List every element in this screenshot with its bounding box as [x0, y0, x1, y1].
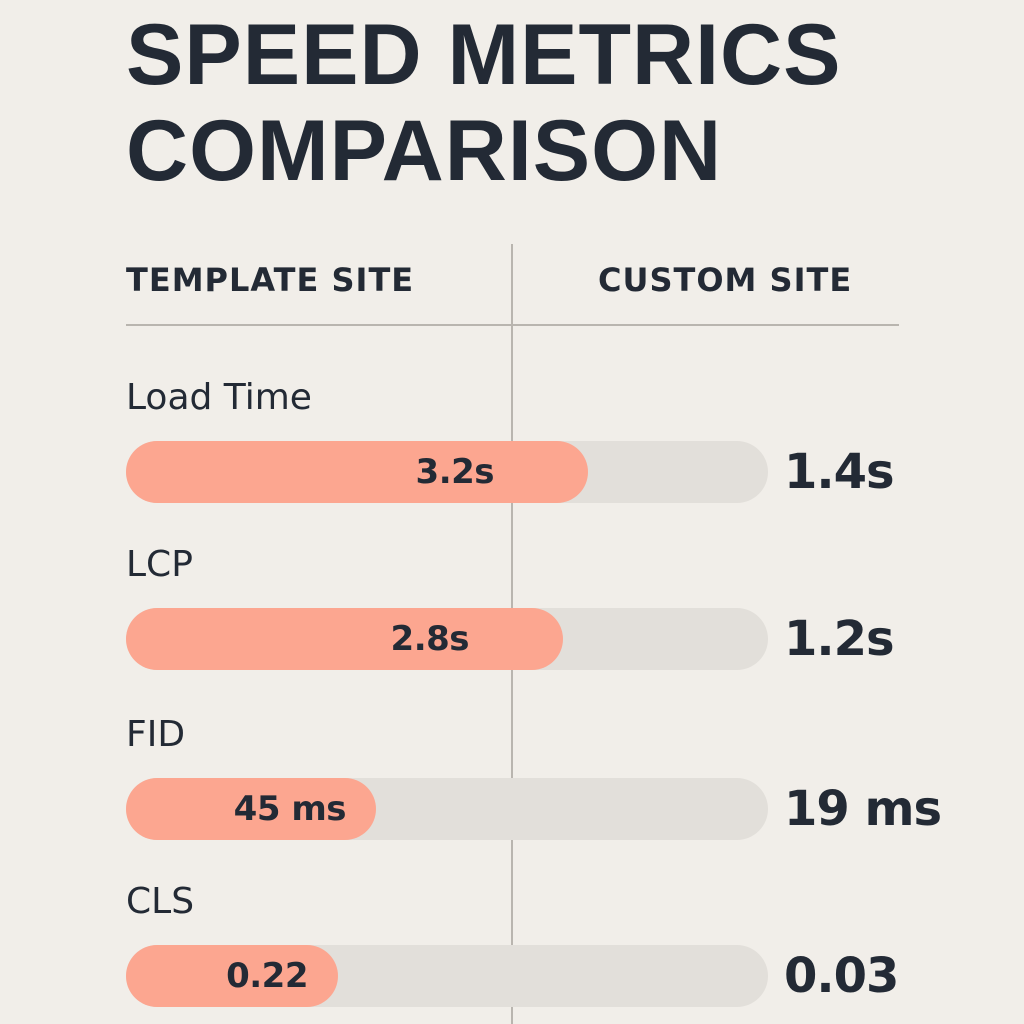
template-bar-fid: 45 ms: [126, 778, 376, 840]
template-value-cls: 0.22: [226, 956, 308, 996]
template-bar-lcp: 2.8s: [126, 608, 563, 670]
metric-label-fid: FID: [126, 714, 186, 755]
template-value-lcp: 2.8s: [390, 619, 470, 659]
chart-title-line-2: COMPARISON: [126, 103, 723, 199]
template-value-load-time: 3.2s: [415, 452, 495, 492]
custom-value-cls: 0.03: [784, 948, 899, 1004]
chart-title-line-1: SPEED METRICS: [126, 7, 842, 103]
metric-label-cls: CLS: [126, 881, 195, 922]
template-bar-load-time: 3.2s: [126, 441, 588, 503]
custom-value-load-time: 1.4s: [784, 444, 895, 500]
custom-site-header: CUSTOM SITE: [598, 261, 853, 299]
metric-label-lcp: LCP: [126, 544, 193, 585]
bar-track-fid: 45 ms: [126, 778, 768, 840]
template-value-fid: 45 ms: [233, 789, 347, 829]
custom-value-lcp: 1.2s: [784, 611, 895, 667]
template-bar-cls: 0.22: [126, 945, 338, 1007]
custom-value-fid: 19 ms: [784, 781, 942, 837]
header-divider: [126, 324, 899, 326]
bar-track-cls: 0.22: [126, 945, 768, 1007]
template-site-header: TEMPLATE SITE: [126, 261, 415, 299]
bar-track-lcp: 2.8s: [126, 608, 768, 670]
bar-track-load-time: 3.2s: [126, 441, 768, 503]
metric-label-load-time: Load Time: [126, 377, 312, 418]
